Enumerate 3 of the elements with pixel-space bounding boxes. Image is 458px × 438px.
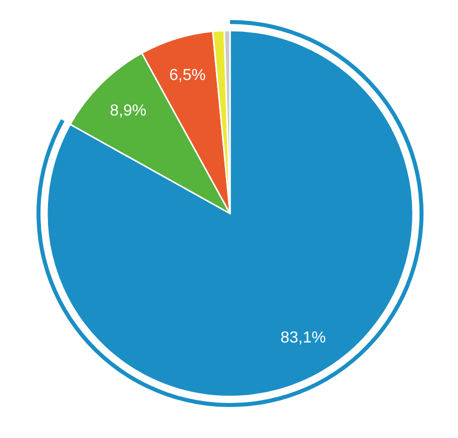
data-label: 6,5% (169, 66, 206, 84)
data-label: 8,9% (110, 102, 146, 120)
data-label: 83,1% (280, 330, 326, 347)
